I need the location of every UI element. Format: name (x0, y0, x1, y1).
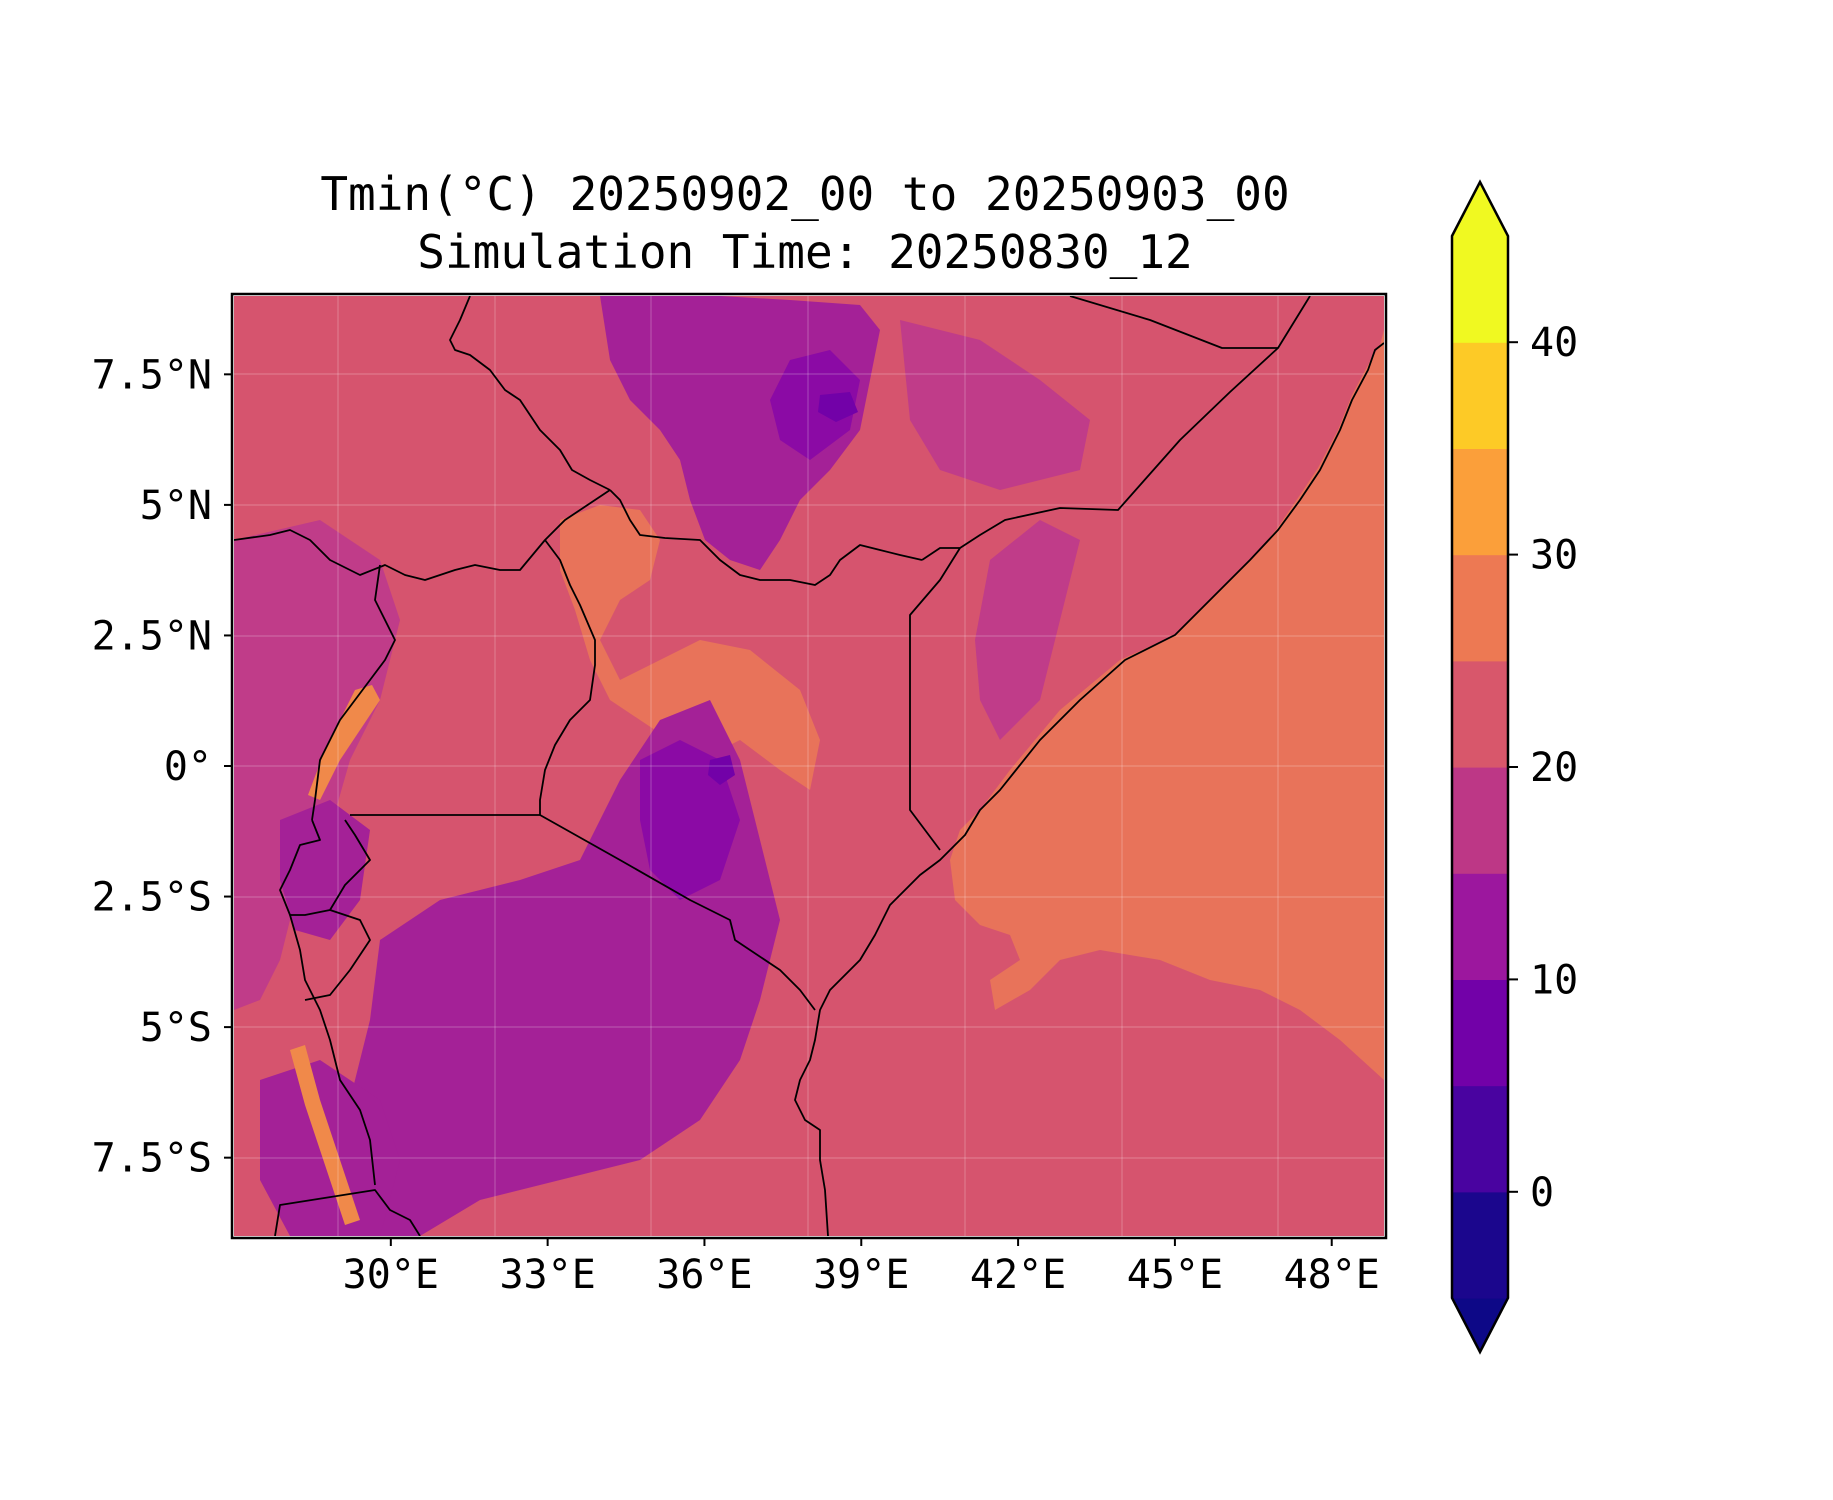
latitude-tick-labels: 7.5°N 5°N 2.5°N 0° 2.5°S 5°S 7.5°S (92, 352, 232, 1182)
lon-tick-label: 45°E (1127, 1252, 1223, 1298)
drc-zambia-border (274, 1189, 421, 1236)
colorbar-segment (1452, 660, 1508, 768)
coastline (794, 342, 1384, 1236)
south-sudan-uganda-border (234, 489, 611, 581)
rift-warm-band (290, 1045, 360, 1225)
colorbar-segment (1452, 767, 1508, 874)
uganda-kenya-border (539, 539, 596, 815)
ethiopian-highlands-inner (770, 350, 860, 460)
lat-tick-label: 7.5°S (92, 1136, 212, 1182)
country-borders (234, 296, 1384, 1236)
ethiopia-somalia-border (921, 296, 1311, 561)
colorbar-segment (1452, 342, 1508, 449)
western-rift-highlands (234, 520, 400, 1010)
tanzania-drc-border (289, 914, 376, 1186)
colorbar-segment (1452, 979, 1508, 1087)
colorbar-segment (1452, 554, 1508, 662)
ocean-warm-region (950, 330, 1384, 1080)
colorbar-segment (1452, 1085, 1508, 1193)
uganda-drc-border (311, 564, 396, 821)
colorbar-segment (1452, 236, 1508, 343)
lon-tick-label: 36°E (656, 1252, 752, 1298)
ethiopian-highlands-core (818, 392, 858, 422)
colorbar-tick-labels: 0 10 20 30 40 (1508, 320, 1578, 1216)
colorbar (1450, 179, 1510, 1355)
lat-tick-label: 2.5°N (92, 613, 212, 659)
lat-tick-label: 0° (164, 744, 212, 790)
longitude-tick-labels: 30°E 33°E 36°E 39°E 42°E 45°E 48°E (343, 1238, 1380, 1298)
kenya-tanzania-border (539, 814, 816, 1011)
lat-tick-label: 2.5°S (92, 875, 212, 921)
map-title-line1: Tmin(°C) 20250902_00 to 20250903_00 (320, 167, 1290, 221)
ethiopia-east-cool (900, 320, 1090, 490)
colorbar-tick-label: 10 (1530, 957, 1578, 1003)
kenya-ethiopia-border (609, 489, 923, 586)
tanzania-burundi-border (304, 909, 371, 1001)
colorbar-tick-label: 40 (1530, 320, 1578, 366)
south-sudan-border (449, 296, 611, 491)
map-title-line2: Simulation Time: 20250830_12 (417, 225, 1193, 279)
colorbar-segment (1452, 1191, 1508, 1299)
lon-tick-label: 33°E (499, 1252, 595, 1298)
kenya-somalia-border (909, 547, 961, 851)
lake-albert-warm (308, 685, 380, 800)
colorbar-tick-label: 30 (1530, 533, 1578, 579)
gridlines (234, 296, 1384, 1236)
lat-tick-label: 7.5°N (92, 352, 212, 398)
ethiopia-top-border (1069, 296, 1278, 349)
colorbar-extend-under (1452, 1298, 1508, 1352)
lat-tick-label: 5°S (140, 1005, 212, 1051)
colorbar-segment (1452, 873, 1508, 980)
map-panel (234, 296, 1384, 1236)
colorbar-tick-label: 20 (1530, 745, 1578, 791)
kilimanjaro-cold (708, 755, 735, 785)
north-warm-patch (560, 505, 820, 790)
lon-tick-label: 30°E (343, 1252, 439, 1298)
somali-cool-strip (975, 520, 1080, 740)
lat-tick-label: 5°N (140, 483, 212, 529)
lon-tick-label: 42°E (970, 1252, 1066, 1298)
colorbar-tick-label: 0 (1530, 1170, 1554, 1216)
colorbar-extend-over (1452, 182, 1508, 236)
colorbar-outline (1450, 179, 1510, 1355)
lon-tick-label: 48°E (1284, 1252, 1380, 1298)
lon-tick-label: 39°E (813, 1252, 909, 1298)
colorbar-segment (1452, 448, 1508, 556)
rwanda-burundi-outline (279, 819, 371, 916)
lake-victoria-region (430, 770, 560, 880)
kivu-cold (280, 800, 370, 940)
